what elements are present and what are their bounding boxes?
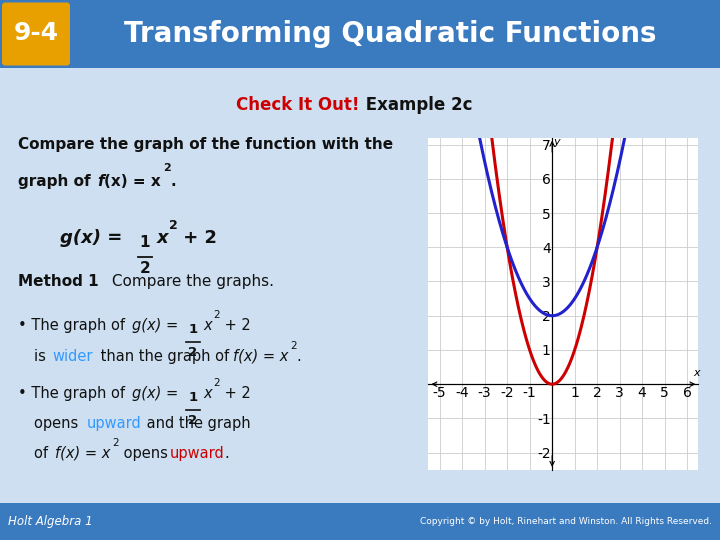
Text: • The graph of: • The graph of bbox=[18, 318, 130, 333]
Text: f(x) = x: f(x) = x bbox=[55, 446, 110, 461]
Text: 2: 2 bbox=[189, 414, 197, 427]
Text: upward: upward bbox=[87, 416, 142, 431]
Text: 9-4: 9-4 bbox=[14, 22, 58, 45]
Text: .: . bbox=[170, 174, 176, 189]
Text: 2: 2 bbox=[169, 219, 178, 232]
Text: y: y bbox=[554, 137, 560, 146]
Text: and the graph: and the graph bbox=[142, 416, 251, 431]
Text: .: . bbox=[296, 349, 301, 363]
Text: wider: wider bbox=[52, 349, 92, 363]
Text: 2: 2 bbox=[189, 346, 197, 360]
Text: Method 1: Method 1 bbox=[18, 274, 99, 289]
Text: .: . bbox=[224, 446, 229, 461]
Text: Example 2c: Example 2c bbox=[360, 96, 472, 114]
Text: 2: 2 bbox=[213, 378, 220, 388]
Text: opens: opens bbox=[119, 446, 173, 461]
FancyBboxPatch shape bbox=[2, 3, 70, 65]
Text: is: is bbox=[34, 349, 50, 363]
Text: (x) = x: (x) = x bbox=[104, 174, 161, 189]
Text: x: x bbox=[203, 386, 212, 401]
Text: graph of: graph of bbox=[18, 174, 96, 189]
Text: 2: 2 bbox=[112, 438, 119, 448]
Text: 2: 2 bbox=[213, 310, 220, 320]
Text: Transforming Quadratic Functions: Transforming Quadratic Functions bbox=[124, 19, 656, 48]
Text: x: x bbox=[203, 318, 212, 333]
Text: f: f bbox=[97, 174, 104, 189]
Text: g(x) =: g(x) = bbox=[60, 229, 122, 247]
Text: 2: 2 bbox=[163, 164, 171, 173]
Text: 2: 2 bbox=[140, 261, 150, 276]
Text: Check It Out!: Check It Out! bbox=[236, 96, 360, 114]
Text: 1: 1 bbox=[189, 323, 197, 336]
Text: upward: upward bbox=[170, 446, 225, 461]
Text: g(x) =: g(x) = bbox=[132, 318, 179, 333]
Text: 2: 2 bbox=[290, 341, 297, 351]
Text: x: x bbox=[157, 229, 168, 247]
Text: Copyright © by Holt, Rinehart and Winston. All Rights Reserved.: Copyright © by Holt, Rinehart and Winsto… bbox=[420, 517, 712, 526]
FancyBboxPatch shape bbox=[0, 0, 720, 68]
Text: x: x bbox=[693, 368, 699, 377]
Text: + 2: + 2 bbox=[177, 229, 217, 247]
Text: 1: 1 bbox=[140, 235, 150, 250]
Text: + 2: + 2 bbox=[220, 386, 251, 401]
Text: Compare the graph of the function with the: Compare the graph of the function with t… bbox=[18, 137, 393, 152]
Text: 1: 1 bbox=[189, 391, 197, 404]
Text: • The graph of: • The graph of bbox=[18, 386, 130, 401]
Text: f(x) = x: f(x) = x bbox=[233, 349, 289, 363]
Text: than the graph of: than the graph of bbox=[96, 349, 234, 363]
Text: g(x) =: g(x) = bbox=[132, 386, 179, 401]
Text: opens: opens bbox=[34, 416, 83, 431]
Text: + 2: + 2 bbox=[220, 318, 251, 333]
FancyBboxPatch shape bbox=[0, 503, 720, 540]
Text: Compare the graphs.: Compare the graphs. bbox=[107, 274, 274, 289]
Text: Holt Algebra 1: Holt Algebra 1 bbox=[8, 515, 93, 528]
Text: of: of bbox=[34, 446, 53, 461]
